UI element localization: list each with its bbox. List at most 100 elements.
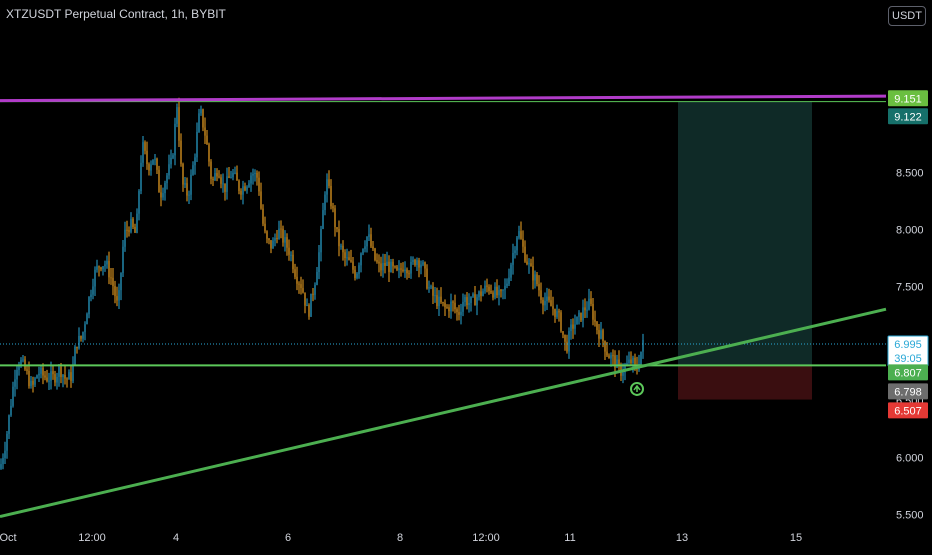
support-price-tag-bg xyxy=(888,364,928,381)
x-tick-label: 8 xyxy=(397,532,403,544)
candle-body xyxy=(148,164,150,171)
candle-body xyxy=(216,173,218,177)
candle-body xyxy=(426,268,428,289)
candle-body xyxy=(468,302,470,306)
candle-body xyxy=(464,297,466,302)
candle-body xyxy=(342,245,344,253)
candle-body xyxy=(574,324,576,329)
candle-body xyxy=(64,374,66,379)
candle-body xyxy=(62,374,64,378)
candle-body xyxy=(566,341,568,352)
candle-body xyxy=(10,405,12,416)
candle-body xyxy=(162,193,164,198)
candle-body xyxy=(172,155,174,158)
candle-body xyxy=(260,191,262,209)
candle-body xyxy=(136,213,138,233)
candle-body xyxy=(388,261,390,272)
target-price-tag-bg xyxy=(888,108,928,125)
candle-body xyxy=(546,296,548,301)
candle-body xyxy=(392,261,394,267)
support-price-tag-label: 6.807 xyxy=(894,367,922,379)
candle-body xyxy=(482,291,484,296)
candle-body xyxy=(610,355,612,359)
candle-body xyxy=(632,357,634,364)
candle-body xyxy=(384,263,386,266)
currency-button[interactable]: USDT xyxy=(888,6,926,26)
candle-body xyxy=(456,309,458,313)
candle-body xyxy=(290,254,292,256)
candle-body xyxy=(52,371,54,375)
candle-body xyxy=(424,262,426,269)
candle-body xyxy=(316,272,318,285)
candle-body xyxy=(190,174,192,195)
candle-body xyxy=(204,127,206,136)
candle-body xyxy=(214,173,216,181)
candle-body xyxy=(240,190,242,195)
candle-body xyxy=(212,178,214,181)
candle-body xyxy=(582,307,584,321)
candle-body xyxy=(498,290,500,296)
candle-body xyxy=(300,284,302,289)
candle-body xyxy=(586,309,588,311)
candle-body xyxy=(14,379,16,387)
candle-body xyxy=(294,269,296,277)
candle-body xyxy=(114,286,116,297)
candle-body xyxy=(202,109,204,128)
candle-body xyxy=(94,269,96,287)
stop-price-tag-bg xyxy=(888,402,928,419)
candle-body xyxy=(60,366,62,378)
candle-body xyxy=(280,228,282,230)
candle-body xyxy=(248,183,250,187)
candle-body xyxy=(306,305,308,307)
candle-body xyxy=(124,229,126,247)
candle-body xyxy=(514,250,516,253)
candle-body xyxy=(598,330,600,339)
candle-body xyxy=(356,273,358,278)
candle-body xyxy=(416,260,418,265)
candle-body xyxy=(440,296,442,303)
candle-body xyxy=(58,366,60,377)
candle-body xyxy=(588,298,590,310)
candle-body xyxy=(398,268,400,270)
candle-body xyxy=(560,312,562,332)
trigger-price-tag-label: 6.798 xyxy=(894,386,922,398)
candle-body xyxy=(350,260,352,262)
candle-body xyxy=(224,183,226,192)
candle-body xyxy=(160,192,162,198)
candle-body xyxy=(338,228,340,247)
candle-body xyxy=(276,238,278,240)
candle-body xyxy=(330,185,332,207)
candle-body xyxy=(516,237,518,251)
candle-body xyxy=(382,263,384,271)
candle-body xyxy=(258,177,260,192)
candle-body xyxy=(20,360,22,367)
candle-body xyxy=(322,210,324,229)
candle-body xyxy=(84,324,86,333)
candle-body xyxy=(576,316,578,325)
candle-body xyxy=(592,303,594,320)
candle-body xyxy=(168,164,170,176)
candle-body xyxy=(164,183,166,194)
candle-body xyxy=(564,334,566,342)
candle-body xyxy=(96,266,98,270)
candle-body xyxy=(118,290,120,301)
candle-body xyxy=(198,113,200,132)
candle-body xyxy=(432,286,434,296)
candle-body xyxy=(526,261,528,265)
candle-body xyxy=(282,228,284,243)
candle-body xyxy=(570,324,572,332)
candle-body xyxy=(266,231,268,239)
candle-body xyxy=(324,194,326,211)
candle-body xyxy=(210,161,212,179)
x-tick-label: 15 xyxy=(790,532,802,544)
candle-body xyxy=(520,231,522,239)
candle-body xyxy=(378,261,380,264)
candle-body xyxy=(226,176,228,192)
candle-body xyxy=(360,253,362,266)
candle-body xyxy=(12,386,14,406)
candle-body xyxy=(474,294,476,306)
candle-body xyxy=(318,252,320,273)
y-tick-label: 6.000 xyxy=(896,452,924,464)
